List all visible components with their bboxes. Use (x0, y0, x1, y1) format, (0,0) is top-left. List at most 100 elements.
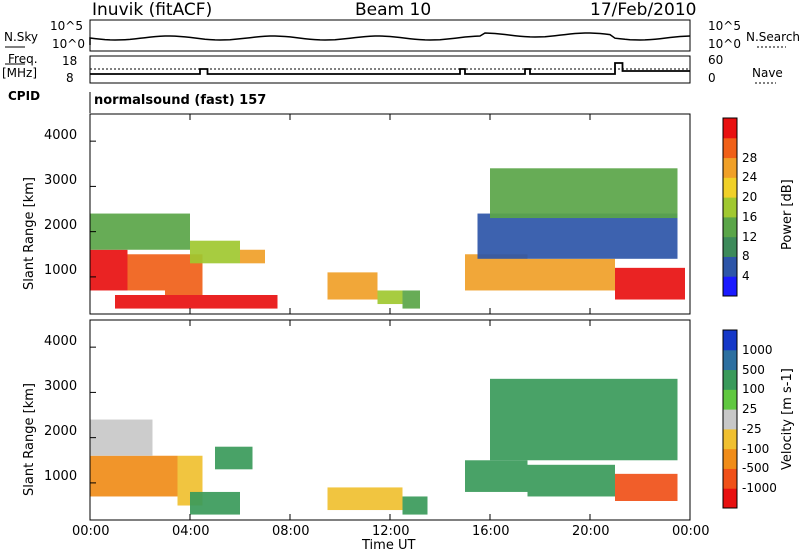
cbar2-swatch-3 (723, 428, 737, 450)
x-tick-1: 04:00 (172, 524, 210, 539)
p2-y-tick-4000: 4000 (44, 334, 78, 349)
power-colorbar-tick-3: 16 (742, 209, 758, 224)
velocity-colorbar-tick-0: 1000 (742, 342, 773, 357)
nsky-panel (89, 19, 691, 52)
power-colorbar-tick-0: 4 (742, 269, 750, 284)
velocity-colorbar-tick-3: 25 (742, 402, 758, 417)
cbar1-swatch-6 (723, 157, 737, 178)
x-tick-2: 08:00 (272, 524, 310, 539)
station-title: Inuvik (fitACF) (92, 0, 213, 20)
freq-trace (90, 62, 690, 75)
freq-tick-bottom: 8 (66, 71, 74, 85)
power-colorbar (722, 117, 738, 297)
cbar2-frame (722, 329, 738, 509)
cpid-value: normalsound (fast) 157 (94, 93, 267, 108)
nsky-right-tick-top: 10^5 (708, 19, 741, 33)
nave-tick-top: 60 (708, 53, 724, 67)
power-colorbar-tick-2: 12 (742, 229, 758, 244)
freq-label: Freq. (8, 52, 38, 66)
cbar1-swatch-2 (723, 236, 737, 257)
velocity-region-5 (327, 487, 403, 511)
nsky-trace (89, 32, 691, 45)
velocity-colorbar-tick-6: -500 (742, 461, 770, 476)
power-panel (90, 168, 685, 309)
axis-ticks (89, 114, 691, 520)
p1-y-tick-1000: 1000 (44, 263, 78, 278)
cbar1-swatch-4 (723, 197, 737, 218)
power-region-13 (477, 213, 678, 259)
cbar1-swatch-1 (723, 256, 737, 277)
power-region-12 (615, 267, 685, 300)
velocity-colorbar-tick-7: -1000 (742, 481, 777, 496)
power-region-4 (190, 240, 240, 264)
power-colorbar-tick-6: 28 (742, 150, 758, 165)
freq-tick-top: 18 (62, 54, 78, 68)
nave-label: Nave (752, 66, 783, 80)
velocity-region-8 (527, 464, 615, 497)
cbar2-swatch-7 (723, 349, 737, 371)
power-region-3 (115, 294, 278, 309)
velocity-region-4 (215, 446, 253, 470)
cbar1-swatch-5 (723, 177, 737, 198)
power-region-7 (327, 272, 378, 300)
power-colorbar-tick-4: 20 (742, 190, 758, 205)
velocity-colorbar-label: Velocity [m s-1] (780, 368, 795, 470)
x-axis-label: Time UT (362, 538, 416, 553)
p1-y-tick-3000: 3000 (44, 173, 78, 188)
velocity-colorbar-tick-5: -100 (742, 441, 770, 456)
power-colorbar-tick-1: 8 (742, 249, 750, 264)
x-tick-6: 00:00 (672, 524, 710, 539)
power-colorbar-tick-5: 24 (742, 170, 758, 185)
cbar2-swatch-5 (723, 389, 737, 410)
x-tick-4: 16:00 (472, 524, 510, 539)
power-colorbar-label: Power [dB] (780, 179, 795, 250)
velocity-panel (90, 378, 678, 515)
power-region-1 (127, 254, 165, 291)
velocity-region-3 (90, 419, 153, 456)
power-region-6 (90, 213, 190, 250)
nave-tick-bottom: 0 (708, 71, 716, 85)
cbar1-swatch-3 (723, 216, 737, 238)
velocity-colorbar-tick-1: 500 (742, 362, 765, 377)
p2-y-tick-2000: 2000 (44, 424, 78, 439)
power-region-14 (490, 168, 678, 219)
nsky-tick-top: 10^5 (50, 19, 83, 33)
cbar1-swatch-7 (723, 137, 737, 159)
cpid-label: CPID (8, 89, 41, 103)
velocity-colorbar (722, 329, 738, 509)
power-region-9 (402, 290, 420, 309)
nsky-right-tick-bottom: 10^0 (708, 37, 741, 51)
date-title: 17/Feb/2010 (590, 0, 697, 20)
nsky-tick-bottom: 10^0 (52, 37, 85, 51)
cbar1-swatch-0 (723, 276, 737, 297)
velocity-colorbar-tick-4: -25 (742, 421, 762, 436)
power-region-8 (377, 290, 403, 305)
freq-unit: [MHz] (2, 66, 38, 80)
nsky-label: N.Sky (4, 30, 39, 44)
velocity-region-9 (615, 473, 678, 501)
cbar2-swatch-0 (723, 488, 737, 509)
power-region-5 (240, 249, 265, 264)
x-tick-5: 20:00 (572, 524, 610, 539)
velocity-region-10 (490, 378, 678, 461)
cbar2-swatch-6 (723, 369, 737, 390)
p1-y-tick-2000: 2000 (44, 218, 78, 233)
p2-y-axis-label: Slant Range [km] (22, 383, 37, 496)
cbar2-swatch-4 (723, 409, 737, 430)
cbar2-swatch-8 (723, 330, 737, 351)
velocity-region-7 (465, 460, 528, 492)
nsearch-label: N.Search (746, 30, 800, 44)
velocity-region-2 (190, 491, 240, 515)
x-tick-0: 00:00 (72, 524, 110, 539)
cbar2-swatch-2 (723, 448, 737, 469)
p1-y-axis-label: Slant Range [km] (22, 177, 37, 290)
velocity-colorbar-tick-2: 100 (742, 382, 765, 397)
velocity-region-0 (90, 455, 178, 497)
power-region-11 (527, 258, 615, 291)
cbar1-swatch-8 (723, 118, 737, 139)
p2-y-tick-1000: 1000 (44, 469, 78, 484)
cbar1-frame (722, 117, 738, 297)
x-tick-3: 12:00 (372, 524, 410, 539)
cbar2-swatch-1 (723, 468, 737, 489)
